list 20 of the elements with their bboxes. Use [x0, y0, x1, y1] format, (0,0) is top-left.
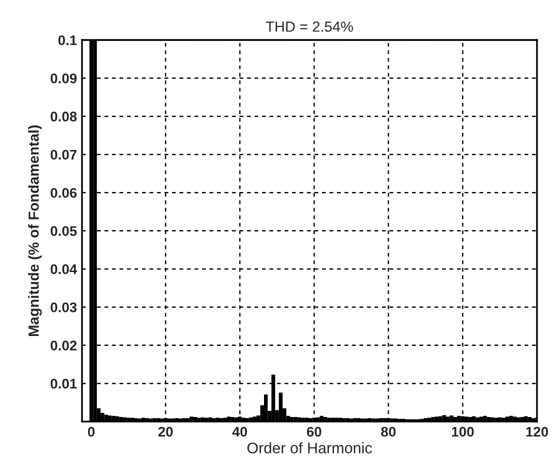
- x-tick-label: 20: [158, 426, 173, 437]
- y-tick-label: 0.07: [50, 150, 77, 160]
- y-axis-title: Magnitude (% of Fondamental): [28, 125, 42, 336]
- y-tick-label: 0.02: [50, 340, 77, 350]
- x-tick-label: 60: [306, 426, 322, 437]
- y-tick-label: 0.03: [50, 302, 77, 312]
- x-tick-label: 40: [232, 426, 248, 437]
- y-tick-label: 0.1: [58, 35, 77, 46]
- y-tick-label: 0.08: [50, 112, 77, 122]
- x-tick-label: 80: [381, 426, 396, 437]
- x-tick-label: 100: [452, 426, 474, 437]
- x-tick-label: 120: [526, 426, 548, 437]
- y-tick-label: 0.06: [50, 188, 77, 198]
- y-tick-label: 0.05: [50, 226, 77, 236]
- chart-title: THD = 2.54%: [266, 21, 353, 32]
- x-tick-label: 0: [88, 426, 95, 437]
- x-axis-title: Order of Harmonic: [247, 442, 372, 454]
- y-tick-label: 0.09: [50, 73, 77, 84]
- y-tick-label: 0.01: [50, 378, 77, 389]
- y-tick-label: 0.04: [50, 264, 78, 274]
